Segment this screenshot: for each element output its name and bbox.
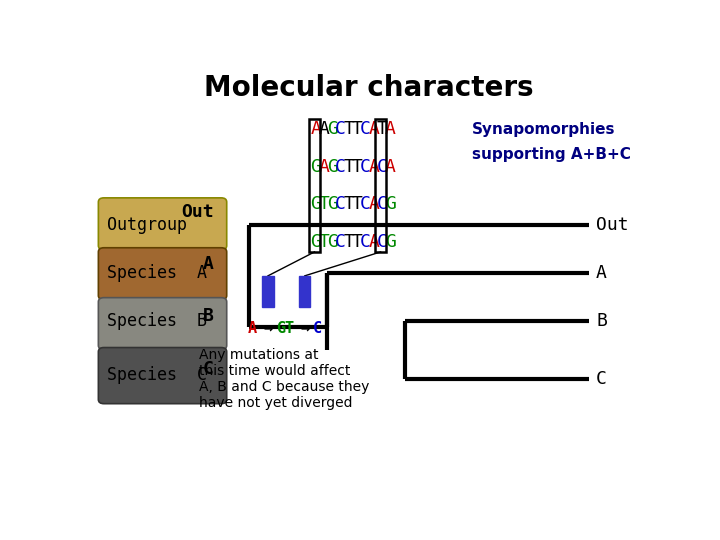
FancyBboxPatch shape	[99, 298, 227, 349]
Text: T: T	[284, 321, 294, 336]
Text: Species  B: Species B	[107, 312, 207, 329]
FancyBboxPatch shape	[99, 348, 227, 404]
Text: C: C	[377, 158, 387, 176]
Text: B: B	[596, 312, 607, 329]
Text: A: A	[368, 120, 379, 138]
Text: B: B	[203, 307, 214, 326]
Text: A: A	[596, 264, 607, 282]
Text: A: A	[319, 158, 330, 176]
Text: C: C	[360, 195, 371, 213]
Text: T: T	[343, 120, 354, 138]
Text: Outgroup: Outgroup	[107, 216, 186, 234]
Text: G: G	[276, 321, 285, 336]
Text: Any mutations at
this time would affect
A, B and C because they
have not yet div: Any mutations at this time would affect …	[199, 348, 369, 410]
Text: A: A	[368, 158, 379, 176]
Bar	[375, 119, 387, 252]
Text: G: G	[384, 233, 395, 251]
Text: C: C	[360, 120, 371, 138]
Text: C: C	[336, 158, 346, 176]
Text: A: A	[319, 120, 330, 138]
Text: G: G	[310, 195, 321, 213]
Text: C: C	[377, 233, 387, 251]
Text: Out: Out	[181, 204, 214, 221]
Text: G: G	[327, 233, 338, 251]
Text: A: A	[368, 233, 379, 251]
Text: Out: Out	[596, 216, 629, 234]
Text: T: T	[343, 233, 354, 251]
Text: A: A	[310, 120, 321, 138]
Text: G: G	[327, 120, 338, 138]
Text: C: C	[336, 195, 346, 213]
Bar	[300, 276, 310, 307]
Text: A: A	[384, 120, 395, 138]
Bar	[309, 119, 320, 252]
Text: Species  A: Species A	[107, 264, 207, 282]
Text: C: C	[203, 360, 214, 378]
Text: Molecular characters: Molecular characters	[204, 73, 534, 102]
Text: A: A	[368, 195, 379, 213]
Text: G: G	[384, 195, 395, 213]
Text: T: T	[351, 120, 363, 138]
Text: Species  C: Species C	[107, 366, 207, 383]
Text: A: A	[384, 158, 395, 176]
Text: C: C	[360, 233, 371, 251]
Text: C: C	[596, 370, 607, 388]
Text: T: T	[351, 195, 363, 213]
Text: G: G	[327, 195, 338, 213]
FancyBboxPatch shape	[99, 248, 227, 300]
Text: C: C	[360, 158, 371, 176]
Text: T: T	[319, 195, 330, 213]
Text: supporting A+B+C: supporting A+B+C	[472, 147, 631, 161]
Text: G: G	[327, 158, 338, 176]
Text: G: G	[310, 233, 321, 251]
Text: T: T	[319, 233, 330, 251]
Text: T: T	[343, 158, 354, 176]
Bar	[262, 276, 274, 307]
Text: C: C	[312, 321, 322, 336]
Text: →: →	[264, 321, 273, 336]
Text: C: C	[336, 233, 346, 251]
Text: T: T	[351, 233, 363, 251]
FancyBboxPatch shape	[99, 198, 227, 250]
Text: T: T	[377, 120, 387, 138]
Text: C: C	[377, 195, 387, 213]
Text: C: C	[336, 120, 346, 138]
Text: Synapomorphies: Synapomorphies	[472, 122, 616, 137]
Text: A: A	[248, 321, 257, 336]
Text: T: T	[351, 158, 363, 176]
Text: T: T	[343, 195, 354, 213]
Text: G: G	[310, 158, 321, 176]
Text: →: →	[300, 321, 310, 336]
Text: A: A	[203, 255, 214, 273]
